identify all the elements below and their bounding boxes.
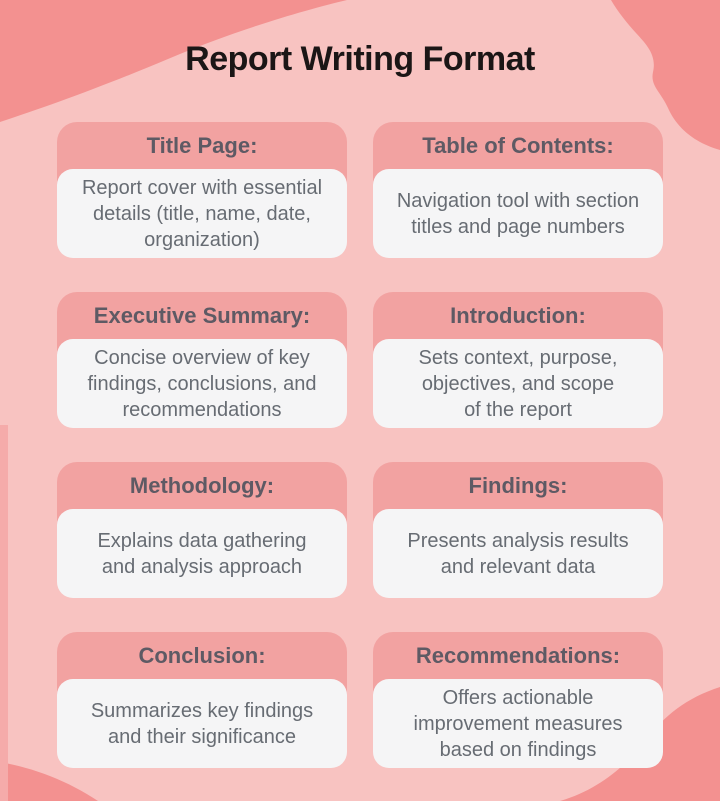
card-header: Recommendations: (373, 632, 663, 679)
card-body: Presents analysis results and relevant d… (373, 509, 663, 598)
card-header: Table of Contents: (373, 122, 663, 169)
card-header: Title Page: (57, 122, 347, 169)
blob-bottom-right (560, 687, 720, 801)
card-header: Methodology: (57, 462, 347, 509)
blob-left-edge-strip (0, 425, 8, 801)
card-title: Executive Summary: (93, 302, 311, 328)
blob-top-right (611, 0, 720, 150)
card-title: Methodology: (129, 472, 275, 498)
blob-top-left (0, 0, 347, 122)
card-title: Conclusion: (138, 642, 266, 668)
card-executive-summary: Executive Summary: Concise overview of k… (57, 292, 347, 428)
card-header: Conclusion: (57, 632, 347, 679)
cards-grid: Title Page: Report cover with essential … (57, 122, 663, 768)
card-table-of-contents: Table of Contents: Navigation tool with … (373, 122, 663, 258)
card-body: Sets context, purpose, objectives, and s… (373, 339, 663, 428)
card-title: Table of Contents: (422, 132, 614, 158)
card-body: Concise overview of key findings, conclu… (57, 339, 347, 428)
card-header: Introduction: (373, 292, 663, 339)
card-title: Title Page: (146, 132, 258, 158)
blob-bottom-left (0, 762, 98, 801)
card-header: Findings: (373, 462, 663, 509)
card-title: Introduction: (450, 302, 586, 328)
card-header: Executive Summary: (57, 292, 347, 339)
card-methodology: Methodology: Explains data gathering and… (57, 462, 347, 598)
card-title: Recommendations: (415, 642, 621, 668)
card-body: Explains data gathering and analysis app… (57, 509, 347, 598)
card-title-page: Title Page: Report cover with essential … (57, 122, 347, 258)
card-body: Report cover with essential details (tit… (57, 169, 347, 258)
card-introduction: Introduction: Sets context, purpose, obj… (373, 292, 663, 428)
card-body: Summarizes key findings and their signif… (57, 679, 347, 768)
card-title: Findings: (468, 472, 568, 498)
card-body: Offers actionable improvement measures b… (373, 679, 663, 768)
page-title: Report Writing Format (185, 40, 535, 78)
card-recommendations: Recommendations: Offers actionable impro… (373, 632, 663, 768)
card-conclusion: Conclusion: Summarizes key findings and … (57, 632, 347, 768)
card-body: Navigation tool with section titles and … (373, 169, 663, 258)
card-findings: Findings: Presents analysis results and … (373, 462, 663, 598)
